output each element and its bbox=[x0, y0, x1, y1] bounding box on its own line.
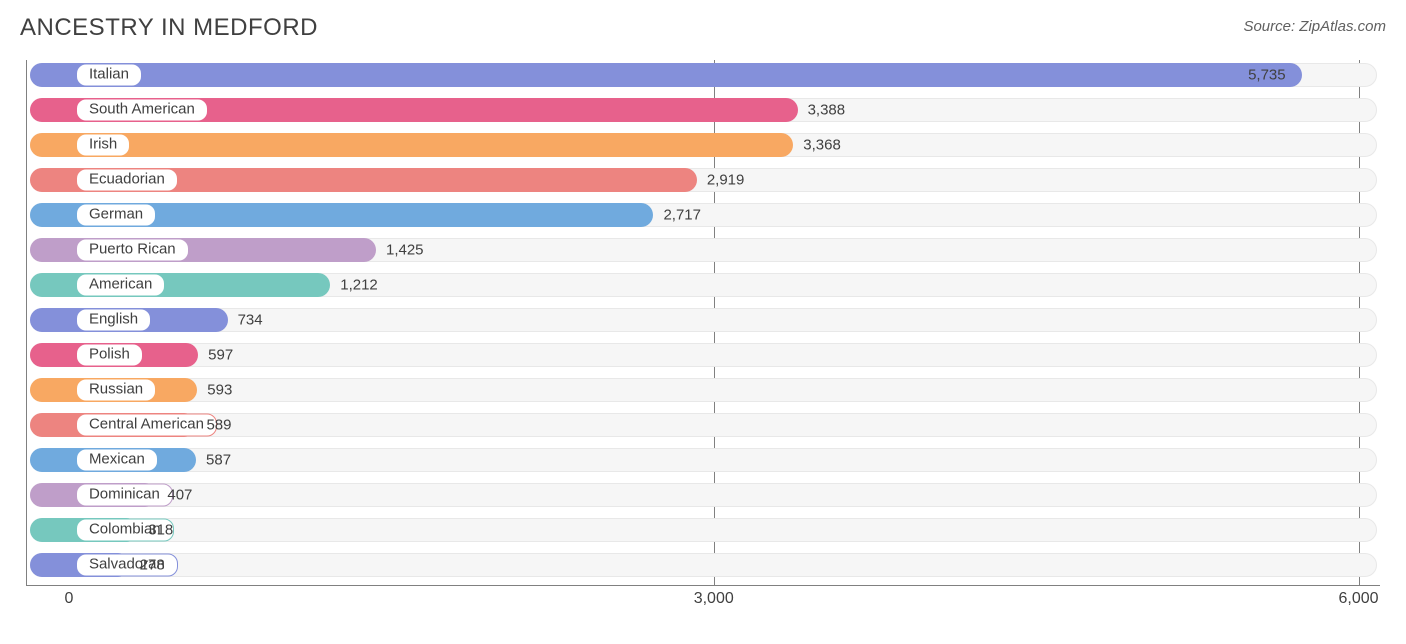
bar-value-label: 2,717 bbox=[663, 207, 701, 224]
x-axis-tick-label: 0 bbox=[65, 590, 74, 608]
bar-row: Puerto Rican 1,425 bbox=[27, 235, 1380, 265]
bar-category-label: Mexican bbox=[76, 449, 158, 472]
bar-value-label: 1,212 bbox=[340, 277, 378, 294]
bar-category-label: Ecuadorian bbox=[76, 169, 178, 192]
bar-track bbox=[30, 448, 1377, 472]
chart-plot-area: Italian 5,735 South American 3,388 Irish 3,36… bbox=[26, 60, 1380, 586]
x-axis-tick-label: 3,000 bbox=[694, 590, 734, 608]
bar-category-label: American bbox=[76, 274, 165, 297]
chart-title: ANCESTRY IN MEDFORD bbox=[20, 14, 318, 42]
bar-category-label: Polish bbox=[76, 344, 143, 367]
bar-track bbox=[30, 308, 1377, 332]
bar-value-label: 597 bbox=[208, 347, 233, 364]
bar-row: English 734 bbox=[27, 305, 1380, 335]
bar-fill bbox=[30, 133, 793, 157]
bar-value-label: 587 bbox=[206, 452, 231, 469]
x-axis-tick-label: 6,000 bbox=[1338, 590, 1378, 608]
bar-category-label: Russian bbox=[76, 379, 156, 402]
bar-track bbox=[30, 413, 1377, 437]
bar-category-label: Puerto Rican bbox=[76, 239, 189, 262]
bar-value-label: 593 bbox=[207, 382, 232, 399]
bar-row: Ecuadorian 2,919 bbox=[27, 165, 1380, 195]
bar-value-label: 5,735 bbox=[1248, 67, 1286, 84]
bar-track bbox=[30, 553, 1377, 577]
bar-fill bbox=[30, 63, 1302, 87]
bar-category-label: Dominican bbox=[76, 484, 173, 507]
bar-category-label: German bbox=[76, 204, 156, 227]
bar-row: Dominican407 bbox=[27, 480, 1380, 510]
bar-row: Irish 3,368 bbox=[27, 130, 1380, 160]
bar-value-label: 3,388 bbox=[808, 102, 846, 119]
bar-category-label: South American bbox=[76, 99, 208, 122]
bar-value-label: 3,368 bbox=[803, 137, 841, 154]
bar-value-label: 278 bbox=[140, 557, 165, 574]
bar-value-label: 407 bbox=[167, 487, 192, 504]
bar-row: American 1,212 bbox=[27, 270, 1380, 300]
chart-header: ANCESTRY IN MEDFORD Source: ZipAtlas.com bbox=[20, 14, 1386, 42]
bar-value-label: 1,425 bbox=[386, 242, 424, 259]
bar-category-label: English bbox=[76, 309, 151, 332]
bar-row: Polish 597 bbox=[27, 340, 1380, 370]
bar-row: German 2,717 bbox=[27, 200, 1380, 230]
x-axis: 0 3,000 6,000 bbox=[26, 586, 1380, 614]
chart-source: Source: ZipAtlas.com bbox=[1243, 14, 1386, 35]
bar-category-label: Central American bbox=[76, 414, 217, 437]
bar-row: Colombian318 bbox=[27, 515, 1380, 545]
bar-row: Salvadoran278 bbox=[27, 550, 1380, 580]
bar-value-label: 734 bbox=[238, 312, 263, 329]
bar-row: Russian 593 bbox=[27, 375, 1380, 405]
bar-value-label: 589 bbox=[206, 417, 231, 434]
bar-track bbox=[30, 518, 1377, 542]
bar-value-label: 2,919 bbox=[707, 172, 745, 189]
bar-row: Central American589 bbox=[27, 410, 1380, 440]
bar-row: Mexican 587 bbox=[27, 445, 1380, 475]
bar-track bbox=[30, 483, 1377, 507]
bar-category-label: Irish bbox=[76, 134, 130, 157]
bar-value-label: 318 bbox=[148, 522, 173, 539]
bar-row: South American 3,388 bbox=[27, 95, 1380, 125]
bar-category-label: Italian bbox=[76, 64, 142, 87]
bar-row: Italian 5,735 bbox=[27, 60, 1380, 90]
